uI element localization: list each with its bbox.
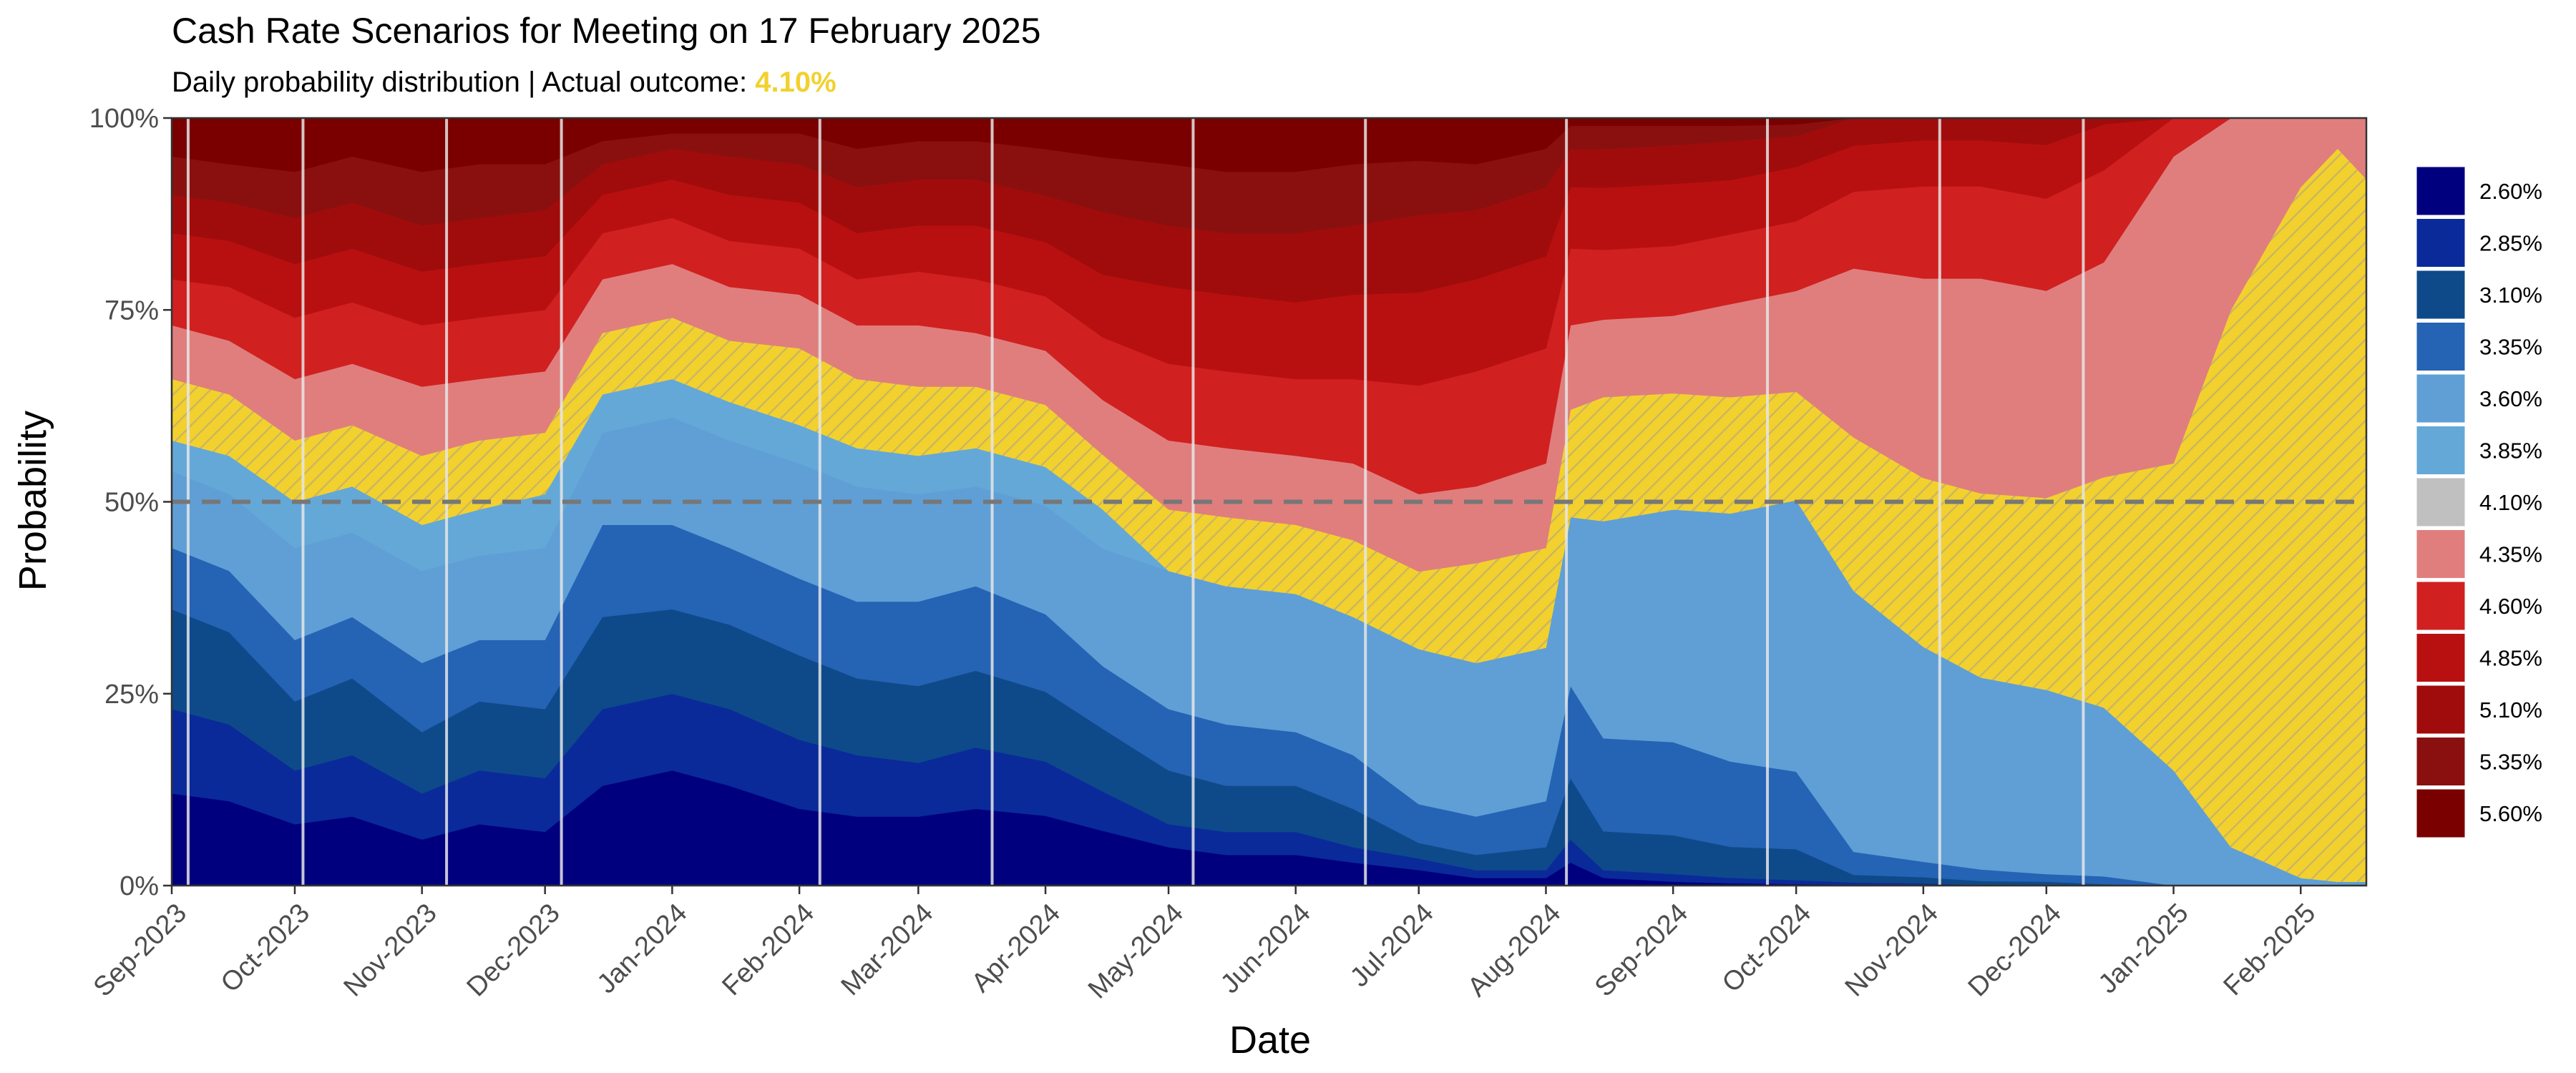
legend-swatch bbox=[2414, 632, 2467, 684]
legend-swatch bbox=[2414, 165, 2467, 217]
x-tick-label: Oct-2024 bbox=[1717, 898, 1817, 998]
x-tick-label: Feb-2024 bbox=[716, 898, 820, 1001]
legend-swatch bbox=[2414, 735, 2467, 788]
legend-label: 3.85% bbox=[2479, 438, 2542, 464]
x-tick-label: Mar-2024 bbox=[836, 898, 940, 1001]
legend-label: 4.85% bbox=[2479, 646, 2542, 671]
area-layers bbox=[171, 117, 2367, 886]
x-tick-label: Dec-2024 bbox=[1963, 898, 2067, 1002]
legend-swatch bbox=[2414, 787, 2467, 840]
legend-label: 5.60% bbox=[2479, 801, 2542, 826]
subtitle-prefix: Daily probability distribution | Actual … bbox=[172, 67, 747, 98]
x-tick-label: Dec-2023 bbox=[462, 898, 566, 1002]
x-axis-title: Date bbox=[1229, 1019, 1311, 1062]
legend-label: 4.60% bbox=[2479, 594, 2542, 619]
x-axis: Sep-2023 Oct-2023 Nov-2023 Dec-2023 Jan-2024… bbox=[88, 886, 2322, 1005]
legend-swatch bbox=[2414, 424, 2467, 476]
legend-swatch bbox=[2414, 268, 2467, 321]
chart-title: Cash Rate Scenarios for Meeting on 17 Fe… bbox=[172, 11, 1041, 51]
chart-subtitle: Daily probability distribution | Actual … bbox=[172, 67, 836, 98]
legend-label: 5.35% bbox=[2479, 750, 2542, 775]
legend-label: 2.60% bbox=[2479, 179, 2542, 204]
x-tick-label: Feb-2025 bbox=[2218, 898, 2322, 1001]
x-tick-label: Nov-2023 bbox=[338, 898, 443, 1002]
x-tick-label: Sep-2023 bbox=[88, 898, 192, 1002]
legend-swatch bbox=[2414, 320, 2467, 373]
actual-outcome: 4.10% bbox=[755, 67, 836, 98]
legend-label: 2.85% bbox=[2479, 231, 2542, 256]
legend-swatch bbox=[2414, 217, 2467, 269]
x-tick-label: Nov-2024 bbox=[1840, 898, 1944, 1002]
x-tick-label: Oct-2023 bbox=[215, 898, 316, 998]
legend-label: 3.10% bbox=[2479, 283, 2542, 308]
plot-area bbox=[170, 117, 2368, 887]
legend-swatch bbox=[2414, 372, 2467, 425]
y-tick-label: 75% bbox=[104, 295, 159, 325]
y-axis: 0% 25% 50% 75% 100% bbox=[89, 104, 172, 901]
legend-label: 4.35% bbox=[2479, 542, 2542, 567]
y-axis-title: Probability bbox=[11, 411, 54, 591]
legend-label: 3.35% bbox=[2479, 335, 2542, 360]
x-tick-label: Apr-2024 bbox=[966, 898, 1066, 998]
legend-label: 3.60% bbox=[2479, 386, 2542, 411]
x-tick-label: Jun-2024 bbox=[1215, 898, 1317, 999]
x-tick-label: Aug-2024 bbox=[1462, 898, 1566, 1002]
x-tick-label: Jul-2024 bbox=[1345, 898, 1440, 993]
legend: 2.60% 2.85% 3.10% 3.35% 3.60% 3.85% 4.10% 4.35%… bbox=[2414, 165, 2542, 840]
y-tick-label: 100% bbox=[89, 104, 159, 134]
legend-label: 5.10% bbox=[2479, 697, 2542, 722]
x-tick-label: May-2024 bbox=[1083, 898, 1189, 1004]
legend-swatch bbox=[2414, 683, 2467, 736]
y-tick-label: 50% bbox=[104, 488, 159, 518]
x-tick-label: Sep-2024 bbox=[1589, 898, 1694, 1002]
legend-swatch bbox=[2414, 528, 2467, 580]
x-tick-label: Jan-2025 bbox=[2093, 898, 2195, 999]
legend-label: 4.10% bbox=[2479, 490, 2542, 515]
x-tick-label: Jan-2024 bbox=[592, 898, 693, 999]
legend-swatch bbox=[2414, 476, 2467, 529]
legend-swatch bbox=[2414, 579, 2467, 632]
y-tick-label: 25% bbox=[104, 680, 159, 710]
y-tick-label: 0% bbox=[119, 871, 159, 901]
